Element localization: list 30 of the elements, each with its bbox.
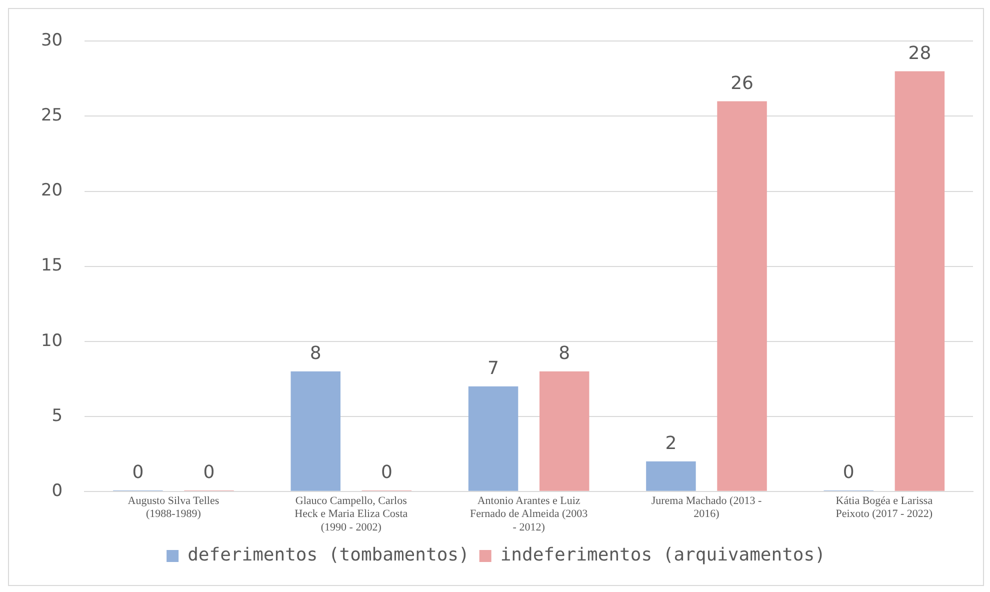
data-label: 8 — [310, 343, 322, 364]
x-tick-label: Kátia Bogéa e Larissa Peixoto (2017 - 2022) — [836, 494, 933, 520]
y-tick-label: 10 — [40, 330, 63, 351]
y-tick-label: 30 — [40, 30, 63, 51]
y-tick-label: 0 — [52, 480, 63, 501]
x-tick-label: Jurema Machado (2013 - 2016) — [651, 494, 762, 520]
y-tick-label: 25 — [40, 106, 63, 126]
bar — [290, 371, 340, 491]
data-label: 0 — [203, 462, 215, 484]
data-label: 0 — [380, 462, 392, 484]
y-tick-label: 15 — [40, 256, 63, 276]
legend-label: deferimentos (tombamentos) — [188, 544, 470, 566]
x-tick-label: Augusto Silva Telles (1988-1989) — [128, 494, 220, 520]
data-label: 26 — [730, 72, 754, 94]
data-label: 28 — [908, 42, 932, 64]
y-tick-label: 5 — [52, 406, 63, 426]
bar — [468, 386, 518, 491]
x-tick-label: Glauco Campello, Carlos Heck e Maria Eliza Costa (1990 - 2002) — [294, 494, 408, 534]
data-label: 0 — [842, 462, 854, 484]
y-tick-label: 20 — [40, 180, 63, 201]
data-label: 2 — [665, 433, 677, 454]
legend-label: indeferimentos (arquivamentos) — [500, 544, 826, 566]
bar — [539, 371, 590, 491]
x-tick-label: Antonio Arantes e Luiz Fernado de Almeida (2003 - 2012) — [470, 494, 588, 534]
bar — [717, 101, 767, 491]
data-label: 0 — [132, 462, 144, 484]
bar — [646, 461, 696, 491]
data-label: 7 — [488, 358, 500, 380]
bar — [894, 71, 945, 491]
data-label: 8 — [558, 343, 570, 364]
